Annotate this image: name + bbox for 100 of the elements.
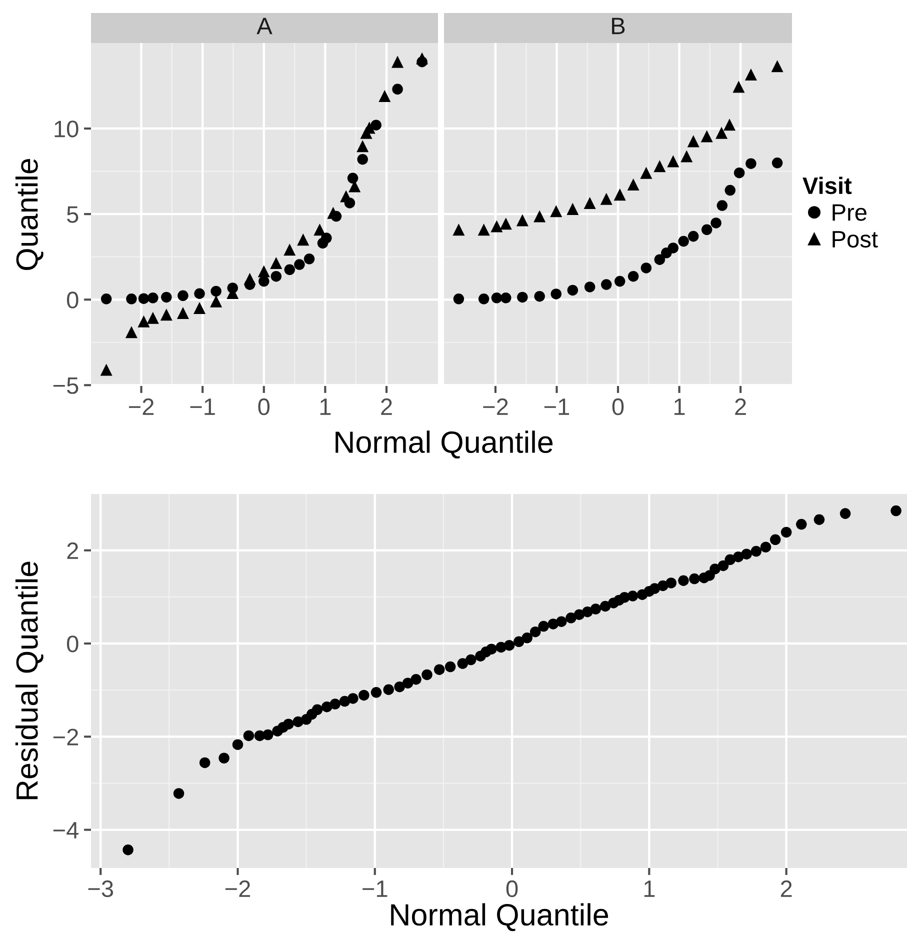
chart-title: A (256, 18, 272, 34)
x-tick-label: 0 (612, 398, 624, 416)
point (347, 172, 358, 184)
point (654, 160, 666, 172)
x-tick-label: −1 (190, 398, 215, 415)
point (126, 294, 137, 304)
point (176, 306, 189, 319)
y-tick-label: −5 (53, 377, 78, 394)
point (244, 272, 256, 285)
point (210, 295, 222, 308)
point (701, 224, 712, 236)
point (284, 244, 296, 256)
y-axis-title: Quantile (15, 158, 44, 270)
point (284, 264, 296, 276)
point (453, 294, 464, 304)
point (294, 259, 305, 270)
point (746, 158, 756, 169)
x-tick-label: −2 (483, 398, 508, 415)
point (210, 286, 222, 297)
point (270, 256, 282, 270)
point (517, 292, 528, 303)
y-tick-label: 2 (67, 542, 78, 559)
point (566, 202, 579, 215)
point (270, 270, 282, 282)
point (500, 218, 512, 230)
point (534, 210, 546, 222)
point (490, 220, 503, 232)
x-tick-label: 2 (381, 398, 392, 415)
point (732, 80, 745, 93)
point (734, 167, 745, 178)
point (534, 290, 545, 302)
y-tick-label: 0 (66, 636, 78, 652)
point (614, 276, 626, 287)
point (138, 315, 150, 328)
point (600, 192, 612, 205)
point (194, 288, 205, 299)
point (724, 184, 736, 196)
x-axis-title: Normal Quantile (336, 430, 553, 459)
point (146, 312, 159, 324)
y-tick-label: 10 (54, 120, 78, 138)
x-tick-label: −2 (225, 880, 250, 897)
point (304, 254, 315, 264)
x-tick-label: 1 (644, 880, 655, 897)
point (667, 155, 680, 168)
x-tick-label: −1 (544, 398, 570, 415)
point (125, 326, 138, 338)
y-tick-label: −4 (53, 822, 79, 838)
legend-label: Pre (832, 204, 866, 221)
point (654, 254, 666, 265)
point (627, 178, 640, 190)
point (357, 154, 368, 165)
point (314, 224, 326, 236)
point (723, 118, 736, 131)
x-tick-label: 1 (674, 398, 685, 415)
y-tick-label: −2 (53, 728, 78, 746)
point (640, 262, 652, 274)
point (258, 276, 270, 287)
x-tick-label: −2 (128, 398, 154, 415)
point (160, 308, 172, 321)
x-tick-label: 1 (320, 398, 331, 415)
point (258, 265, 270, 278)
x-tick-label: −1 (362, 880, 388, 897)
point (744, 68, 757, 80)
point (452, 224, 465, 236)
point (584, 196, 596, 209)
point (356, 140, 369, 152)
y-tick-label: 0 (66, 292, 78, 308)
point (478, 294, 490, 304)
point (716, 126, 728, 139)
point (100, 294, 112, 304)
point (321, 232, 332, 244)
x-tick-label: 0 (506, 880, 518, 898)
y-axis-title: Residual Quantile (15, 562, 44, 800)
point (297, 234, 310, 246)
point (370, 120, 382, 130)
x-tick-label: −3 (88, 880, 114, 898)
point (772, 158, 783, 168)
point (138, 293, 150, 304)
y-tick-label: 5 (67, 206, 78, 223)
point (687, 135, 700, 148)
point (161, 292, 172, 303)
point (194, 302, 206, 314)
point (678, 236, 689, 247)
point (628, 270, 639, 282)
point (600, 279, 612, 290)
point (516, 214, 528, 226)
point (688, 230, 699, 242)
point (550, 288, 562, 300)
legend-title: Visit (802, 176, 852, 194)
point (567, 284, 578, 296)
point (491, 292, 502, 304)
point (668, 242, 679, 254)
point (710, 218, 722, 228)
point (478, 224, 490, 236)
point (640, 166, 652, 179)
point (178, 290, 188, 302)
x-tick-label: 0 (258, 398, 270, 416)
legend-label: Post (832, 231, 878, 248)
point (392, 56, 404, 68)
point (584, 282, 596, 292)
